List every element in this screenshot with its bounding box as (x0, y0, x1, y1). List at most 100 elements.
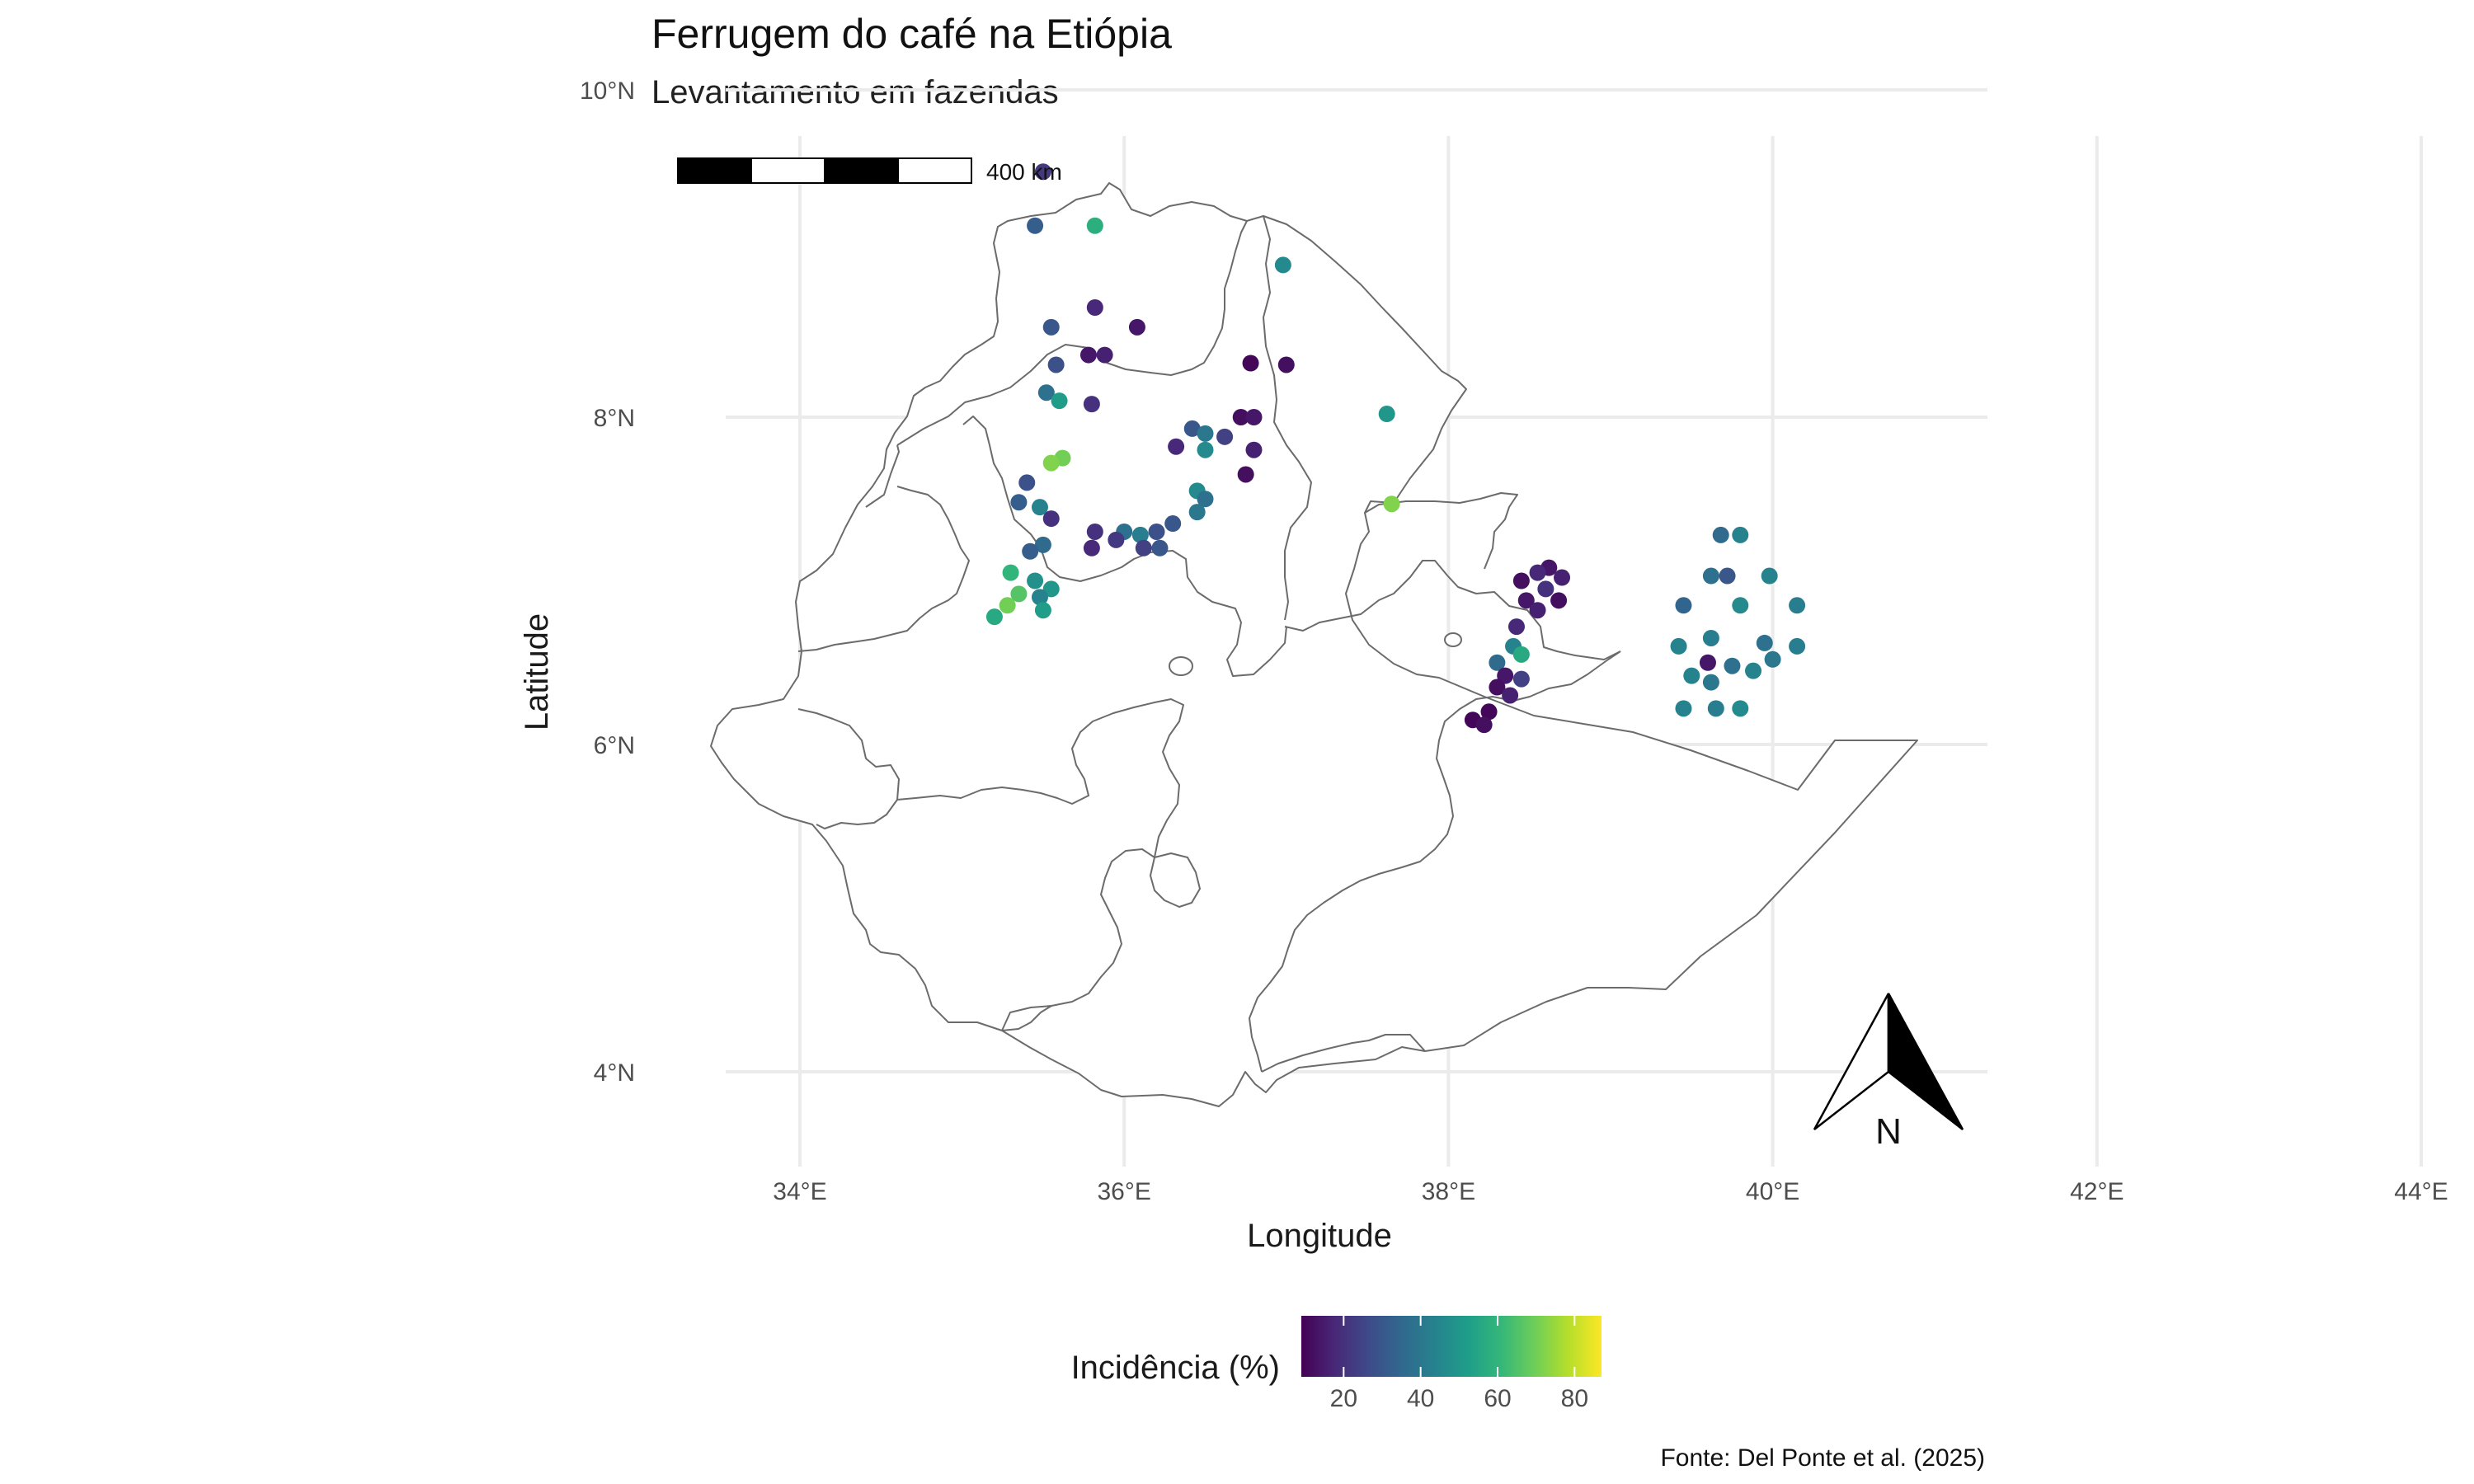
legend-tick-label: 60 (1484, 1385, 1511, 1412)
survey-point (1051, 392, 1068, 410)
survey-point (1512, 646, 1530, 663)
north-arrow-label: N (1875, 1111, 1902, 1152)
survey-point (1550, 592, 1568, 609)
survey-point (1554, 569, 1571, 586)
survey-point (1135, 539, 1152, 556)
survey-point (1745, 662, 1762, 679)
legend-colorbar (1301, 1316, 1602, 1377)
survey-point (1197, 441, 1214, 458)
ethiopia-outline (710, 182, 1918, 1107)
survey-point (1507, 618, 1525, 636)
survey-point (1719, 567, 1736, 585)
survey-point (1529, 564, 1546, 581)
survey-point (1489, 679, 1506, 696)
survey-point (1675, 597, 1692, 614)
survey-point (1475, 716, 1493, 734)
survey-point (1732, 597, 1749, 614)
survey-point (1274, 256, 1291, 274)
north-arrow-right-half (1887, 993, 1964, 1130)
survey-point (1037, 384, 1055, 402)
scale-bar: 400 km (677, 157, 1062, 185)
y-tick-label: 6°N (594, 732, 635, 759)
survey-point (1027, 572, 1044, 589)
survey-point (1245, 441, 1263, 458)
survey-point (985, 608, 1003, 626)
region-border-benishangul (797, 486, 970, 652)
x-tick-label: 40°E (1746, 1178, 1799, 1205)
survey-point (1168, 438, 1185, 455)
survey-point (1732, 700, 1749, 717)
north-arrow-icon: N (1813, 993, 1964, 1152)
axis-tick-labels: 34°E36°E38°E40°E42°E44°E46°E48°E4°N6°N8°… (580, 77, 2448, 1205)
survey-point (1537, 580, 1554, 598)
survey-point (1151, 539, 1169, 556)
survey-point (1031, 589, 1048, 606)
region-border-amhara (865, 416, 1287, 677)
x-axis-title: Longitude (1247, 1218, 1392, 1254)
survey-point (1022, 542, 1039, 560)
y-axis-title: Latitude (519, 613, 555, 730)
survey-point (1042, 580, 1060, 598)
survey-point (1675, 700, 1692, 717)
survey-point (1383, 495, 1400, 513)
y-tick-label: 8°N (594, 405, 635, 432)
survey-point (1724, 657, 1741, 674)
survey-point (1232, 409, 1249, 425)
survey-point (1128, 318, 1145, 336)
legend-tick-label: 80 (1561, 1385, 1588, 1412)
x-tick-label: 34°E (773, 1178, 826, 1205)
region-border-afar-west (1263, 215, 1312, 621)
survey-point (1512, 572, 1530, 589)
survey-point (1707, 700, 1724, 717)
y-tick-label: 4°N (594, 1059, 635, 1087)
survey-point (1131, 526, 1149, 543)
survey-point (1237, 466, 1254, 483)
survey-point (1042, 454, 1060, 472)
survey-point (1010, 494, 1028, 511)
region-border-somali-south (1261, 1034, 1426, 1073)
scale-bar-segment (897, 157, 972, 184)
scale-bar-label: 400 km (986, 159, 1062, 185)
x-tick-label: 42°E (2070, 1178, 2124, 1205)
survey-point (1042, 318, 1060, 336)
survey-point (1789, 637, 1806, 655)
survey-point (1079, 346, 1097, 364)
region-border-afar-somali (1284, 560, 1621, 660)
scale-bar-segment (750, 157, 825, 184)
survey-point (1670, 637, 1687, 655)
survey-point (1086, 299, 1103, 317)
survey-point (1216, 428, 1234, 445)
source-caption: Fonte: Del Ponte et al. (2025) (1660, 1444, 1985, 1472)
north-arrow-left-half (1813, 993, 1890, 1130)
x-tick-label: 44°E (2394, 1178, 2448, 1205)
legend-tick-label: 20 (1330, 1385, 1357, 1412)
survey-point (1702, 674, 1719, 691)
survey-point (1197, 491, 1214, 508)
survey-point (1702, 567, 1719, 585)
survey-point (1378, 406, 1395, 423)
legend-title: Incidência (%) (1071, 1350, 1280, 1386)
survey-point (1761, 567, 1778, 585)
survey-point (1497, 667, 1514, 684)
region-border-oromia-east (1249, 650, 1621, 1073)
survey-point (1148, 523, 1165, 540)
y-tick-label: 10°N (580, 77, 635, 105)
survey-point (1002, 564, 1019, 581)
survey-point (1083, 396, 1100, 413)
color-legend: Incidência (%) 20 40 60 80 (1071, 1316, 1602, 1412)
survey-point (1034, 602, 1051, 619)
survey-point (999, 597, 1016, 614)
survey-point (1086, 217, 1103, 234)
survey-point (1245, 409, 1263, 425)
survey-point (1031, 499, 1048, 516)
region-border-oromia-south (1001, 1005, 1052, 1031)
survey-point (1789, 597, 1806, 614)
survey-point (1712, 526, 1729, 543)
survey-point (1197, 425, 1214, 442)
survey-point (1764, 650, 1781, 668)
survey-points (985, 163, 1806, 734)
survey-point (1517, 592, 1535, 609)
lake-small (1444, 632, 1462, 647)
survey-point (1188, 504, 1206, 521)
survey-point (1027, 217, 1044, 234)
